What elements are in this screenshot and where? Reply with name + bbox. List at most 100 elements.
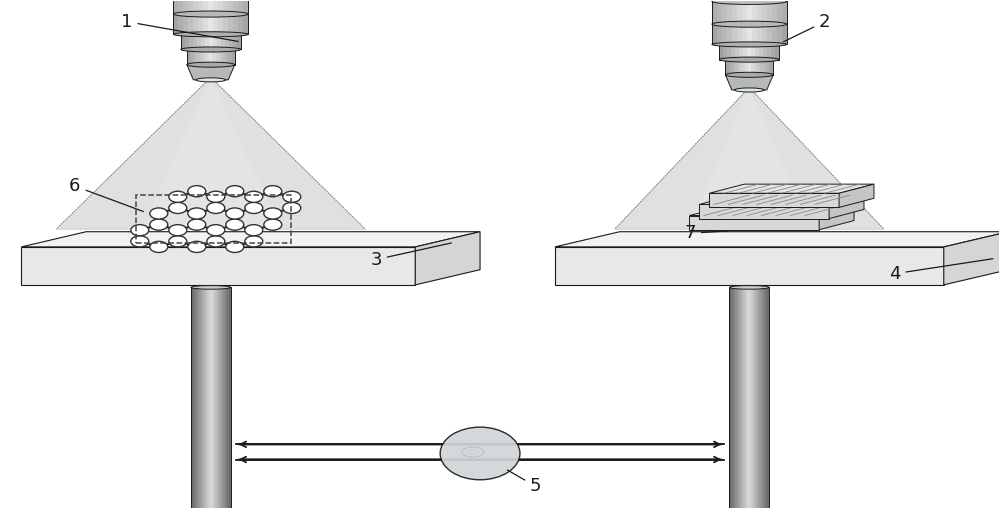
Polygon shape (189, 34, 193, 49)
Polygon shape (203, 14, 208, 34)
Polygon shape (723, 44, 727, 60)
Polygon shape (227, 288, 229, 507)
Polygon shape (225, 49, 228, 65)
Polygon shape (709, 193, 839, 208)
Ellipse shape (264, 219, 282, 230)
Polygon shape (193, 0, 198, 14)
Polygon shape (228, 0, 233, 14)
Polygon shape (747, 24, 752, 44)
Polygon shape (195, 288, 197, 507)
Polygon shape (221, 34, 225, 49)
Ellipse shape (173, 11, 248, 17)
Ellipse shape (169, 224, 187, 236)
Polygon shape (757, 24, 762, 44)
Polygon shape (731, 44, 735, 60)
Polygon shape (222, 49, 225, 65)
Polygon shape (187, 65, 235, 80)
Ellipse shape (226, 208, 244, 219)
Ellipse shape (196, 78, 226, 82)
Polygon shape (755, 44, 759, 60)
Polygon shape (196, 49, 200, 65)
Polygon shape (185, 34, 189, 49)
Ellipse shape (245, 236, 263, 247)
Polygon shape (777, 24, 782, 44)
Ellipse shape (264, 186, 282, 197)
Polygon shape (56, 77, 365, 229)
Text: 6: 6 (69, 177, 143, 212)
Polygon shape (749, 288, 751, 507)
Polygon shape (141, 77, 280, 229)
Ellipse shape (264, 208, 282, 219)
Ellipse shape (283, 191, 301, 203)
Polygon shape (555, 232, 1000, 247)
Polygon shape (819, 207, 854, 230)
Polygon shape (771, 44, 775, 60)
Polygon shape (205, 34, 209, 49)
Polygon shape (767, 288, 769, 507)
Polygon shape (777, 2, 782, 24)
Polygon shape (712, 2, 717, 24)
Polygon shape (208, 0, 213, 14)
Polygon shape (765, 288, 767, 507)
Polygon shape (757, 2, 762, 24)
Polygon shape (237, 34, 241, 49)
Polygon shape (206, 49, 209, 65)
Polygon shape (727, 44, 731, 60)
Polygon shape (722, 2, 727, 24)
Polygon shape (699, 195, 864, 205)
Polygon shape (188, 0, 193, 14)
Ellipse shape (712, 21, 787, 27)
Polygon shape (732, 2, 737, 24)
Polygon shape (735, 60, 738, 75)
Polygon shape (207, 288, 209, 507)
Polygon shape (829, 195, 864, 218)
Polygon shape (712, 24, 717, 44)
Polygon shape (725, 60, 729, 75)
Polygon shape (759, 44, 763, 60)
Polygon shape (738, 60, 741, 75)
Polygon shape (225, 288, 227, 507)
Polygon shape (208, 14, 213, 34)
Ellipse shape (734, 88, 764, 92)
Polygon shape (203, 288, 205, 507)
Polygon shape (742, 2, 747, 24)
Polygon shape (732, 24, 737, 44)
Text: 5: 5 (507, 470, 541, 495)
Ellipse shape (169, 236, 187, 247)
Polygon shape (735, 288, 737, 507)
Polygon shape (754, 60, 757, 75)
Polygon shape (219, 49, 222, 65)
Polygon shape (743, 44, 747, 60)
Polygon shape (203, 0, 208, 14)
Polygon shape (772, 24, 777, 44)
Polygon shape (209, 288, 211, 507)
Polygon shape (747, 44, 751, 60)
Polygon shape (217, 288, 219, 507)
Polygon shape (741, 288, 743, 507)
Polygon shape (205, 288, 207, 507)
Ellipse shape (131, 224, 149, 236)
Polygon shape (173, 0, 178, 14)
Polygon shape (183, 14, 188, 34)
Polygon shape (216, 49, 219, 65)
Text: 1: 1 (121, 13, 238, 41)
Ellipse shape (191, 286, 231, 289)
Ellipse shape (181, 47, 241, 52)
Polygon shape (193, 288, 195, 507)
Polygon shape (232, 49, 235, 65)
Polygon shape (770, 60, 773, 75)
Polygon shape (699, 205, 829, 218)
Polygon shape (213, 288, 215, 507)
Polygon shape (755, 288, 757, 507)
Polygon shape (717, 2, 722, 24)
Polygon shape (763, 44, 767, 60)
Polygon shape (229, 288, 231, 507)
Polygon shape (729, 60, 732, 75)
Polygon shape (209, 34, 213, 49)
Polygon shape (415, 232, 480, 285)
Ellipse shape (188, 241, 206, 252)
Ellipse shape (245, 191, 263, 203)
Ellipse shape (226, 241, 244, 252)
Ellipse shape (188, 186, 206, 197)
Polygon shape (752, 2, 757, 24)
